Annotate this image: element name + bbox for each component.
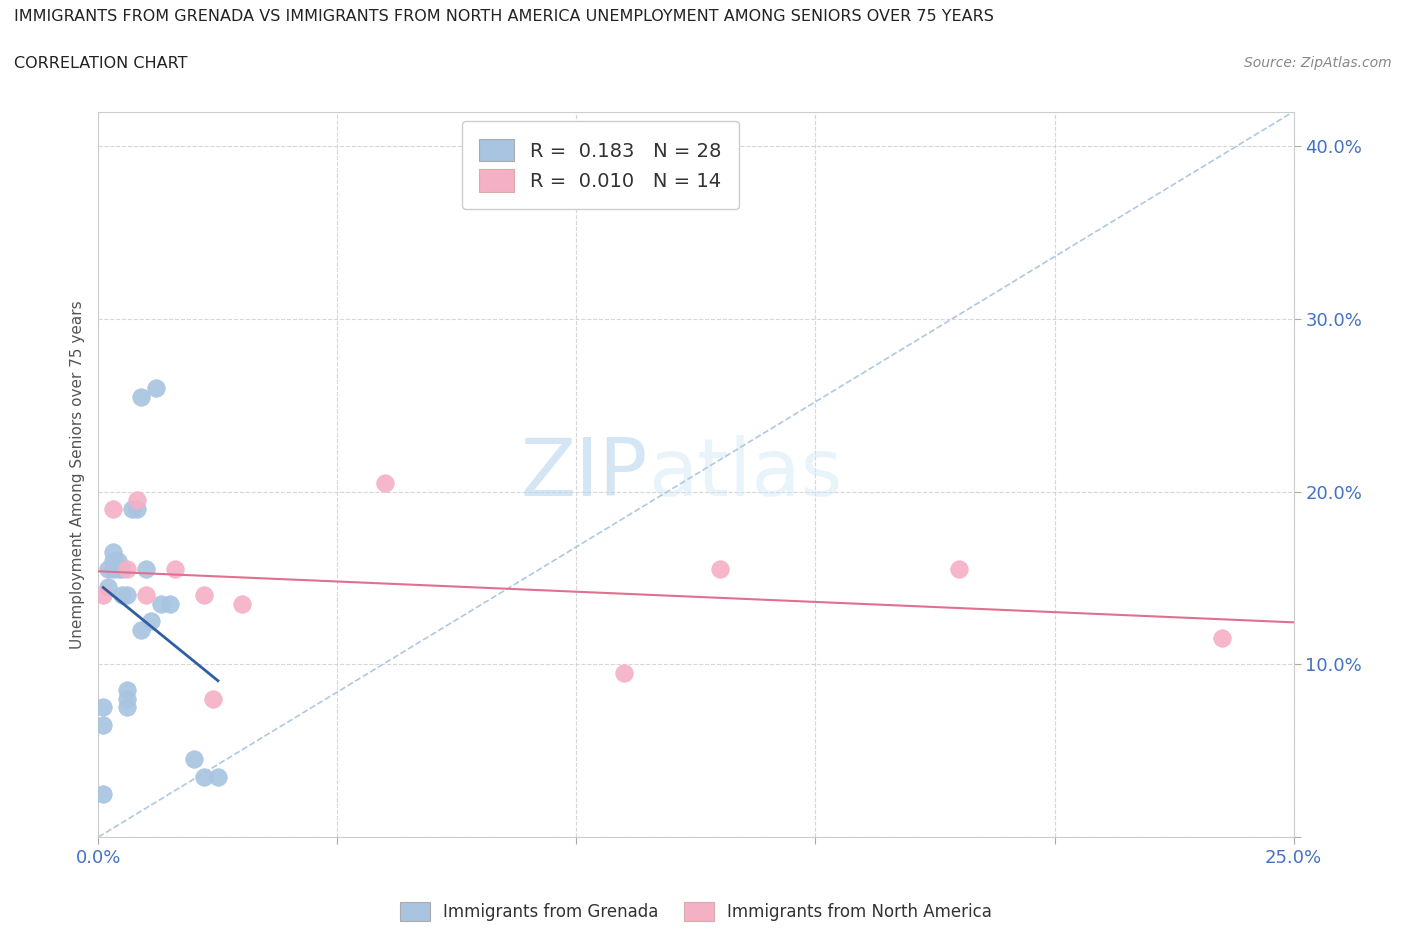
Point	[613, 666, 636, 681]
Point	[135, 588, 157, 603]
Point	[115, 691, 138, 706]
Point	[101, 562, 124, 577]
Point	[107, 562, 129, 577]
Point	[1211, 631, 1233, 645]
Point	[202, 691, 225, 706]
Point	[97, 562, 120, 577]
Point	[131, 622, 153, 637]
Point	[115, 683, 138, 698]
Legend: Immigrants from Grenada, Immigrants from North America: Immigrants from Grenada, Immigrants from…	[387, 889, 1005, 930]
Point	[107, 553, 129, 568]
Point	[101, 545, 124, 560]
Text: ZIP: ZIP	[520, 435, 648, 513]
Point	[111, 588, 134, 603]
Point	[115, 700, 138, 715]
Point	[709, 562, 731, 577]
Point	[149, 596, 172, 611]
Point	[183, 751, 205, 766]
Point	[101, 501, 124, 516]
Point	[97, 579, 120, 594]
Point	[948, 562, 970, 577]
Text: Source: ZipAtlas.com: Source: ZipAtlas.com	[1244, 56, 1392, 70]
Point	[125, 493, 148, 508]
Text: IMMIGRANTS FROM GRENADA VS IMMIGRANTS FROM NORTH AMERICA UNEMPLOYMENT AMONG SENI: IMMIGRANTS FROM GRENADA VS IMMIGRANTS FR…	[14, 9, 994, 24]
Point	[135, 562, 157, 577]
Point	[121, 501, 143, 516]
Point	[91, 787, 114, 802]
Y-axis label: Unemployment Among Seniors over 75 years: Unemployment Among Seniors over 75 years	[69, 300, 84, 648]
Point	[231, 596, 253, 611]
Point	[193, 588, 215, 603]
Point	[91, 588, 114, 603]
Point	[91, 717, 114, 732]
Text: atlas: atlas	[648, 435, 842, 513]
Point	[115, 562, 138, 577]
Point	[131, 389, 153, 404]
Point	[111, 562, 134, 577]
Point	[91, 700, 114, 715]
Text: CORRELATION CHART: CORRELATION CHART	[14, 56, 187, 71]
Point	[207, 769, 229, 784]
Point	[193, 769, 215, 784]
Point	[145, 380, 167, 395]
Point	[115, 588, 138, 603]
Point	[374, 475, 396, 490]
Point	[101, 553, 124, 568]
Point	[125, 501, 148, 516]
Point	[159, 596, 181, 611]
Point	[163, 562, 186, 577]
Point	[139, 614, 162, 629]
